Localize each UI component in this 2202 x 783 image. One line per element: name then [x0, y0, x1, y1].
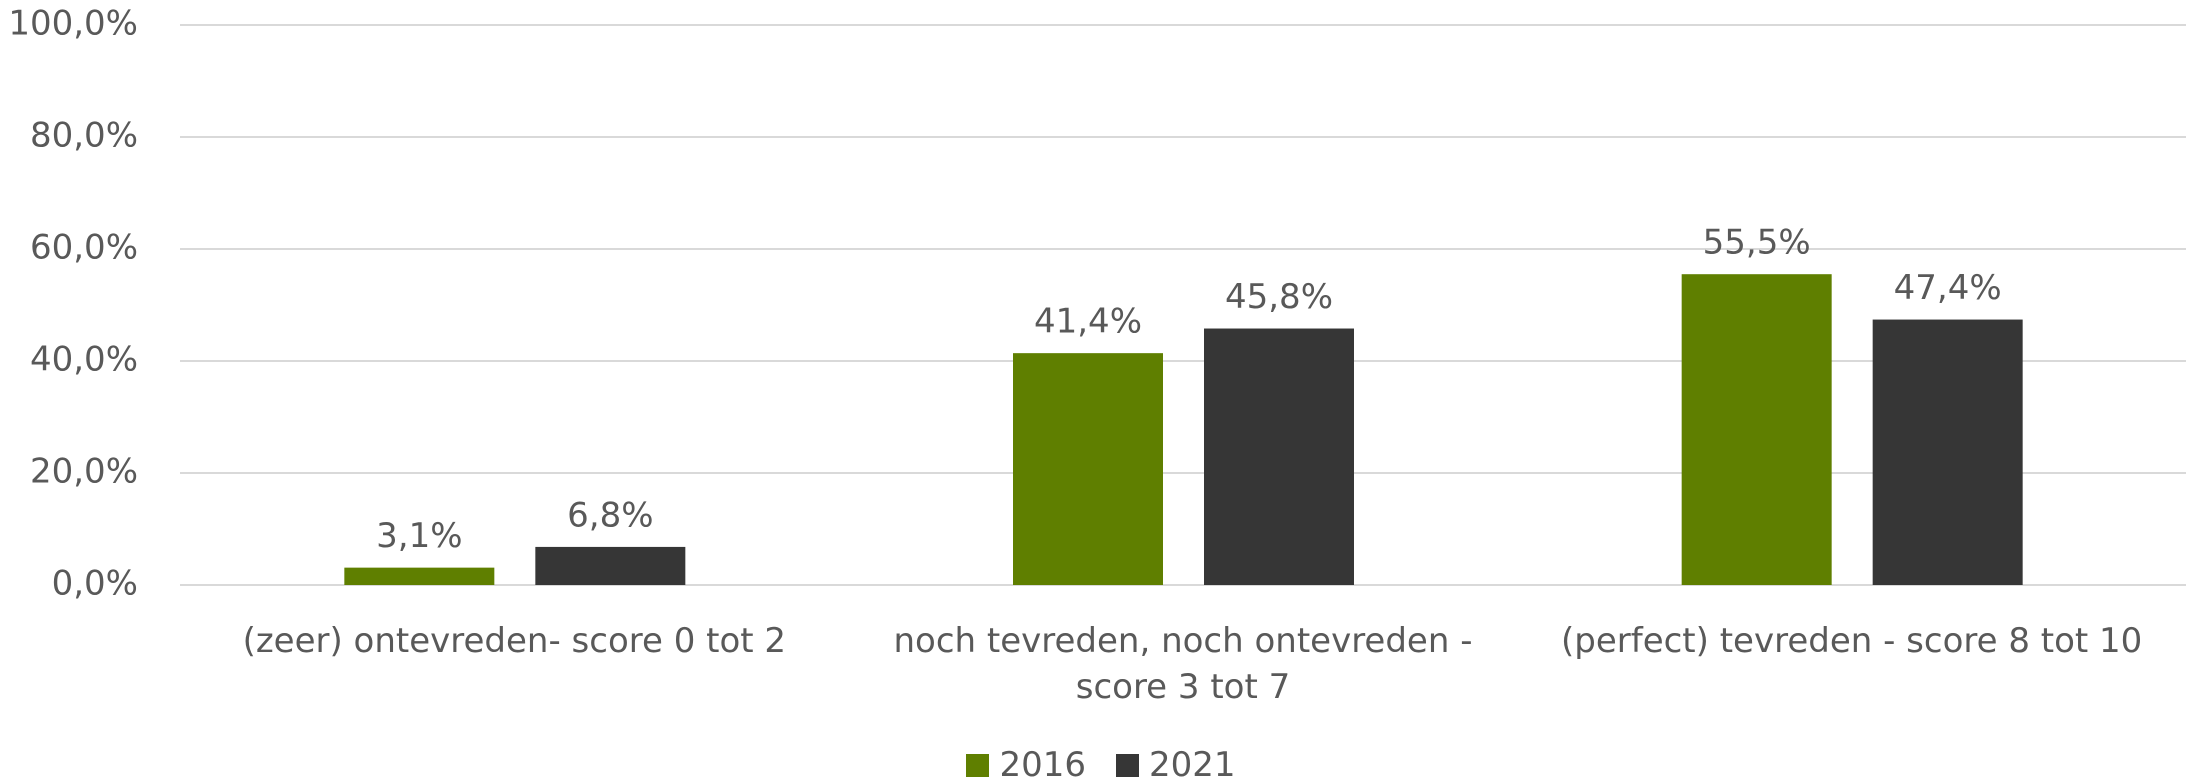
y-tick-label: 60,0% [30, 228, 138, 268]
x-tick-label: (perfect) tevreden - score 8 tot 10 [1560, 621, 2143, 661]
y-tick-label: 20,0% [30, 452, 138, 492]
bar [1013, 353, 1163, 585]
x-tick-label: noch tevreden, noch ontevreden - score 3… [893, 621, 1473, 707]
legend-swatch [966, 753, 990, 777]
legend-label: 2021 [1149, 745, 1236, 783]
data-label: 3,1% [376, 516, 462, 556]
bar [344, 567, 495, 585]
data-label: 47,4% [1894, 268, 2002, 308]
data-label: 41,4% [1034, 302, 1142, 342]
bar [1681, 274, 1832, 585]
bar [1204, 328, 1354, 585]
bar [535, 546, 686, 585]
data-label: 6,8% [567, 495, 653, 535]
data-label: 55,5% [1703, 223, 1811, 263]
x-tick-label: (zeer) ontevreden- score 0 tot 2 [242, 621, 787, 661]
legend-swatch [1116, 753, 1139, 777]
legend: 2016 2021 [0, 745, 2202, 783]
y-tick-label: 100,0% [8, 4, 138, 44]
data-label: 45,8% [1225, 277, 1333, 317]
y-tick-label: 0,0% [52, 564, 138, 604]
legend-label: 2016 [999, 745, 1086, 783]
bar [1872, 319, 2023, 585]
legend-item: 2016 [966, 745, 1086, 783]
y-tick-label: 80,0% [30, 116, 138, 156]
legend-item: 2021 [1116, 745, 1236, 783]
y-tick-label: 40,0% [30, 340, 138, 380]
